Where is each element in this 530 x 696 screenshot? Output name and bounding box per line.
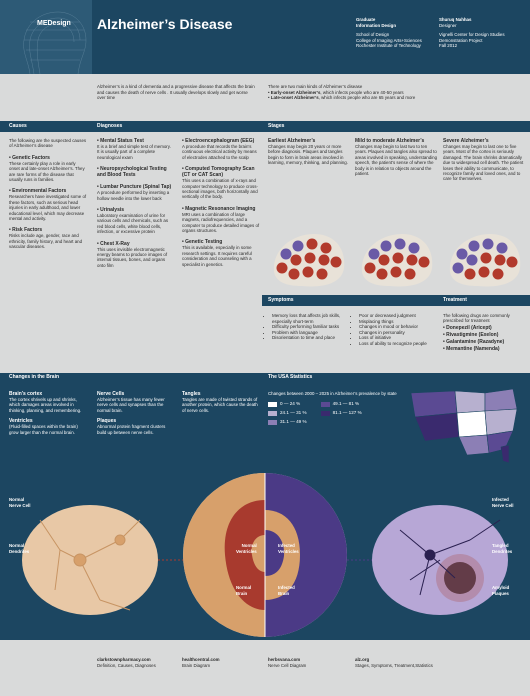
stage-mild: Mild to moderate Alzheimer’s Changes may…	[355, 138, 438, 177]
label-tangled-dendrites: Tangled Dendrites	[492, 543, 513, 554]
legend-swatch	[268, 401, 277, 407]
diagnoses-column-1: • Mental Status Test It is a brief and s…	[97, 138, 172, 268]
stage-brain-region	[364, 262, 376, 274]
brain-change-cortex: Brain’s cortex The cortex shrivels up an…	[9, 391, 82, 435]
causes-column: The following are the suspected causes o…	[9, 138, 87, 250]
stage-brain-region	[280, 248, 292, 260]
stage-brain-region	[478, 266, 490, 278]
stage-brain-region	[320, 242, 332, 254]
label-normal-nerve-cell: Normal Nerve Cell	[9, 497, 31, 508]
treatment-list: The following drugs are commonly prescri…	[443, 313, 510, 352]
stage-brain-region	[494, 254, 506, 266]
stage-brain-region	[318, 254, 330, 266]
designer-block: Shuruq Nahhas Designer Vignelli Center f…	[439, 17, 505, 49]
logo: MEDesign	[37, 20, 71, 27]
label-amyloid-plaques: Amyloid Plaques	[492, 585, 510, 596]
amyloid-plaque	[444, 562, 476, 594]
label-normal-ventricles: Normal Ventricles	[236, 543, 257, 554]
usa-states	[410, 388, 518, 464]
stage-early: Earliest Alzheimer’s Changes may begin 2…	[268, 138, 348, 166]
program-block: Graduate Information Design School of De…	[356, 17, 422, 49]
legend-swatch	[268, 419, 277, 425]
head-profile-illustration	[0, 0, 92, 74]
stage-brain-region	[290, 254, 302, 266]
footer-source-2: healthcentral.com Brain Diagram	[182, 657, 220, 668]
intro-definition: Alzheimer’s is a kind of dementia and a …	[97, 84, 255, 101]
stage-brain-diagrams	[273, 234, 521, 287]
stage-brain-region	[376, 268, 388, 280]
stage-brains	[273, 234, 521, 287]
intro-kinds: There are two main kinds of Alzheimer’s …	[268, 84, 416, 101]
stage-brain-region	[406, 254, 418, 266]
brain-bar	[0, 373, 530, 382]
stage-brain-region	[380, 240, 392, 252]
causes-heading: Causes	[9, 123, 27, 129]
stage-brain-region	[292, 240, 304, 252]
diagnoses-heading: Diagnoses	[97, 123, 123, 129]
stage-brain-region	[390, 266, 402, 278]
brain-comparison-diagram	[22, 473, 508, 637]
stage-brain-region	[304, 252, 316, 264]
symptoms-bar	[262, 295, 530, 306]
stage-brain-region	[330, 256, 342, 268]
section-bar	[0, 121, 530, 132]
diagnoses-column-2: • Electroencephalogram (EEG) A procedure…	[182, 138, 260, 267]
stage-brain-region	[466, 254, 478, 266]
normal-nerve-cell-circle	[22, 505, 158, 615]
stage-brain-region	[368, 248, 380, 260]
stage-brain-region	[302, 266, 314, 278]
stage-brain-region	[288, 268, 300, 280]
normal-dendrites	[39, 519, 141, 611]
symptoms-heading: Symptoms	[268, 297, 294, 303]
label-normal-brain: Normal Brain	[236, 585, 252, 596]
stages-heading: Stages	[268, 123, 285, 129]
stage-brain-region	[452, 262, 464, 274]
stage-brain-region	[418, 256, 430, 268]
tangled-dendrites	[399, 519, 501, 596]
header-band: MEDesign Alzheimer’s Disease Graduate In…	[0, 0, 530, 74]
stage-brain-region	[276, 262, 288, 274]
usa-legend: Changes between 2000 – 2025 in Alzheimer…	[268, 391, 397, 425]
brain-heading: Changes in the Brain	[9, 374, 60, 380]
legend-swatch	[320, 401, 330, 407]
stage-brain-region	[378, 254, 390, 266]
stage-brain-region	[506, 256, 518, 268]
stage-brain-region	[316, 268, 328, 280]
brain-change-cells: Nerve Cells Alzheimer’s tissue has many …	[97, 391, 166, 435]
usa-map	[410, 388, 518, 464]
stage-brain-region	[480, 252, 492, 264]
label-infected-nerve-cell: Infected Nerve Cell	[492, 497, 514, 508]
label-normal-dendrites: Normal Dendrites	[9, 543, 30, 554]
stage-brain-region	[306, 238, 318, 250]
footer-source-1: clarkstownpharmacy.com Definition, Causes…	[97, 657, 156, 668]
brain-change-tangles: Tangles Tangles are made of twisted stra…	[182, 391, 258, 413]
stage-brain-region	[456, 248, 468, 260]
symptoms-list-1: Memory loss that affects job skills, esp…	[265, 313, 349, 341]
footer-source-4: alz.org Stages, Symptoms, Treatment,Stati…	[355, 657, 433, 668]
usa-heading: The USA Statistics	[268, 374, 313, 380]
stage-brain-region	[468, 240, 480, 252]
symptoms-list-2: Poor or decreased judgmentMisplacing thi…	[352, 313, 438, 347]
stage-brain-region	[392, 252, 404, 264]
label-infected-brain: Infected Brain	[278, 585, 295, 596]
footer-source-3: herbsvana.com Nerve Cell Diagram	[268, 657, 307, 668]
stage-severe: Severe Alzheimer’s Changes may begin to …	[443, 138, 524, 182]
normal-ventricles-shape	[251, 535, 265, 572]
stage-brain-region	[496, 242, 508, 254]
normal-cortex	[224, 500, 265, 610]
legend-swatch	[268, 410, 277, 416]
stage-brain-region	[408, 242, 420, 254]
legend-swatch	[320, 410, 330, 416]
infected-brain-half	[265, 473, 347, 637]
treatment-heading: Treatment	[443, 297, 467, 303]
infected-ventricles-shape	[265, 530, 285, 576]
stage-brain-region	[394, 238, 406, 250]
stage-brain-region	[492, 268, 504, 280]
stage-brain-region	[464, 268, 476, 280]
label-infected-ventricles: Infected Ventricles	[278, 543, 299, 554]
page-title: Alzheimer’s Disease	[97, 16, 233, 32]
stage-brain-region	[404, 268, 416, 280]
stage-brain-region	[482, 238, 494, 250]
